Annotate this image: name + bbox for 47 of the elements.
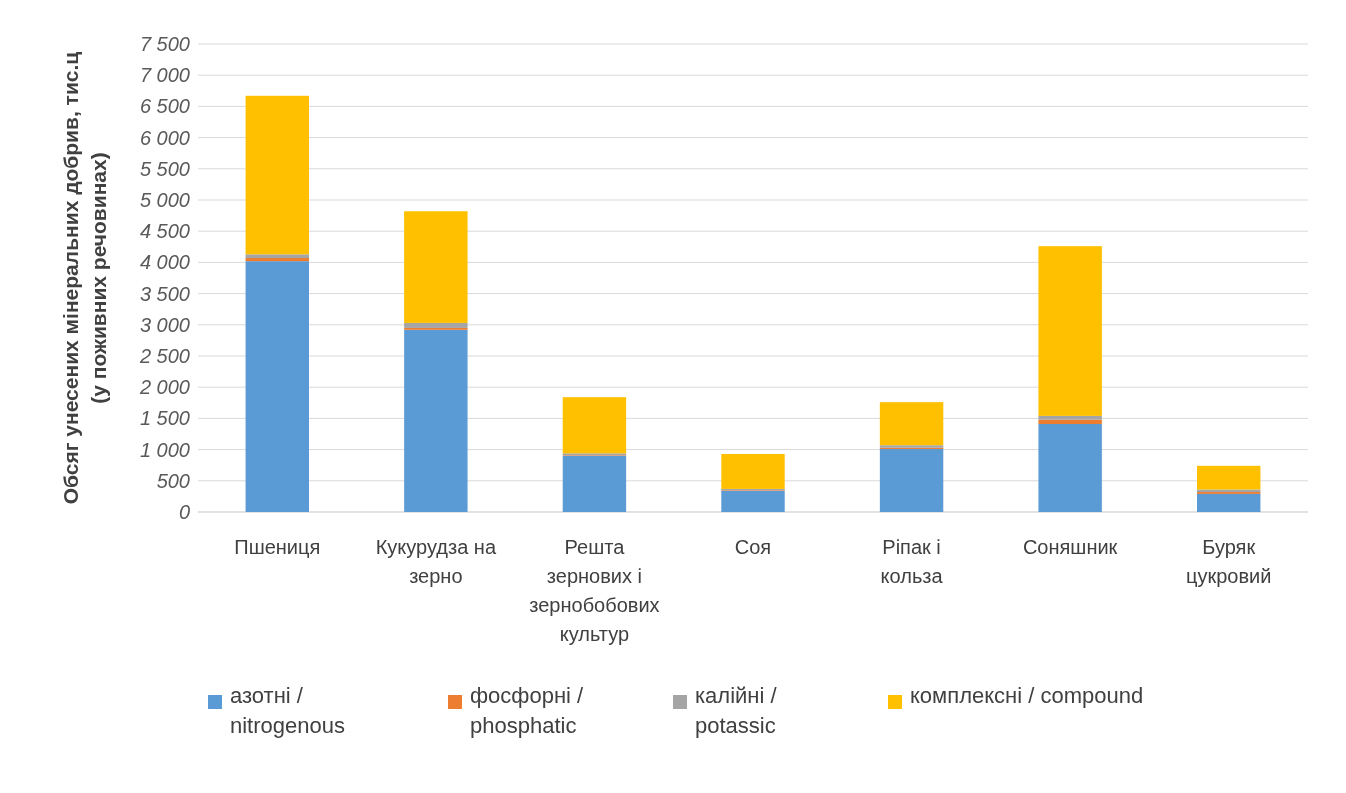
- y-tick-label: 6 500: [139, 95, 190, 118]
- legend-label: калійні / potassic: [695, 683, 778, 738]
- y-tick-label: 5 500: [139, 157, 190, 180]
- bar: [721, 453, 785, 489]
- bar: [404, 211, 468, 323]
- y-tick-label: 2 500: [138, 345, 190, 367]
- y-tick-label: 7 000: [139, 64, 190, 87]
- bar: [245, 261, 309, 512]
- y-tick-label: 1 000: [139, 438, 190, 461]
- y-tick-label: 1 500: [139, 407, 190, 430]
- y-tick-label: 4 000: [139, 251, 190, 274]
- bar: [879, 448, 944, 512]
- x-tick-label: Ріпак і кольза: [880, 536, 944, 587]
- x-tick-label: Пшениця: [234, 536, 321, 558]
- legend-label: комплексні / compound: [910, 683, 1144, 708]
- y-tick-label: 4 500: [139, 220, 190, 243]
- bar: [404, 329, 468, 512]
- bar: [879, 402, 944, 446]
- bar: [562, 455, 627, 512]
- bar: [404, 322, 468, 328]
- y-tick-label: 6 000: [139, 126, 190, 149]
- x-tick-label: Кукурудза на зерно: [375, 536, 497, 587]
- bar: [1038, 246, 1102, 416]
- legend-label: фосфорні / phosphatic: [470, 683, 585, 738]
- y-tick-label: 500: [156, 469, 190, 492]
- y-tick-label: 3 500: [139, 282, 190, 305]
- bar: [1038, 415, 1102, 420]
- bar: [721, 490, 785, 512]
- y-tick-label: 3 000: [139, 313, 190, 336]
- x-tick-label: Соняшник: [1022, 536, 1118, 558]
- y-tick-label: 0: [178, 501, 190, 523]
- bar: [1197, 493, 1261, 512]
- bar: [1197, 465, 1261, 490]
- bar: [245, 258, 309, 262]
- bar: [1038, 424, 1102, 512]
- x-tick-label: Буряк цукровий: [1186, 536, 1272, 587]
- y-tick-label: 7 500: [139, 33, 190, 55]
- bar: [1038, 419, 1102, 425]
- y-axis-title: Обсяг унесених мінеральних добрив, тис.ц (у поживних речовинах): [59, 51, 110, 505]
- y-tick-label: 2 000: [138, 376, 190, 399]
- bar: [245, 254, 309, 259]
- x-tick-label: Решта зернових і зернобобових культур: [529, 536, 660, 645]
- legend-label: азотні / nitrogenous: [230, 683, 345, 738]
- bar: [245, 95, 309, 255]
- y-tick-label: 5 000: [139, 189, 190, 211]
- bar: [562, 397, 627, 454]
- x-tick-label: Соя: [734, 536, 772, 558]
